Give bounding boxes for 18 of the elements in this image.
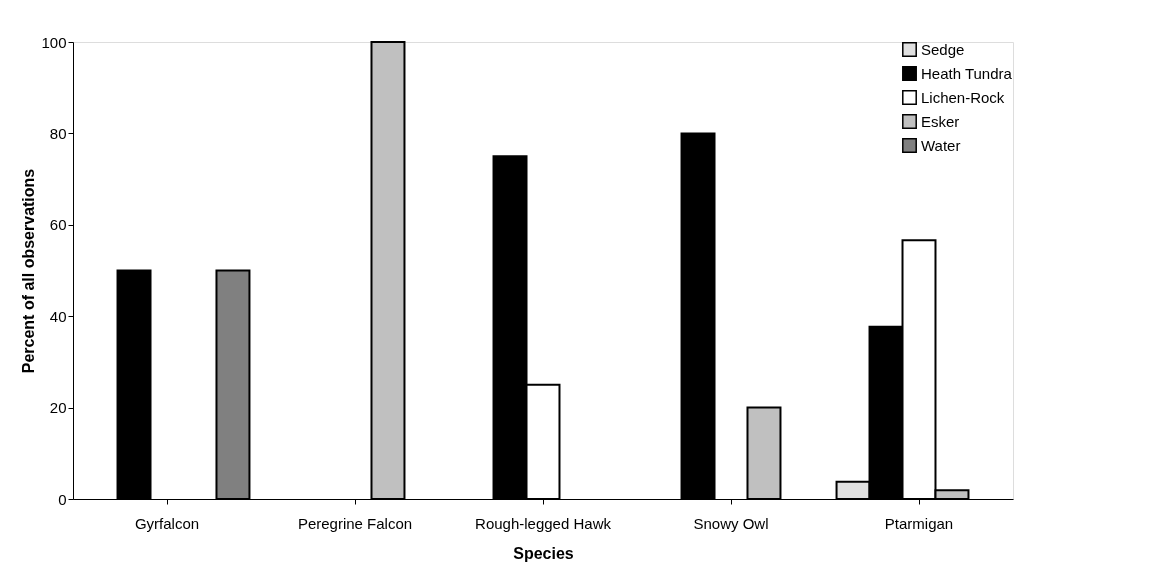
y-tick-label: 80 bbox=[49, 124, 67, 142]
x-tick-label: Gyrfalcon bbox=[134, 514, 200, 532]
y-axis-title: Percent of all observations bbox=[20, 168, 38, 374]
legend-label: Sedge bbox=[921, 40, 965, 58]
x-tick-label: Peregrine Falcon bbox=[297, 514, 413, 532]
legend-label: Heath Tundra bbox=[921, 64, 1013, 82]
y-tick-label: 60 bbox=[49, 216, 67, 234]
legend-label: Water bbox=[921, 136, 961, 154]
x-axis-title: Species bbox=[513, 544, 574, 562]
y-tick-label: 40 bbox=[49, 307, 67, 325]
y-tick-label: 20 bbox=[49, 399, 67, 417]
legend-label: Lichen-Rock bbox=[921, 88, 1005, 106]
y-tick-label: 0 bbox=[58, 490, 67, 508]
x-tick-label: Ptarmigan bbox=[884, 514, 954, 532]
y-tick-label: 100 bbox=[41, 33, 67, 51]
x-tick-label: Snowy Owl bbox=[693, 514, 769, 532]
x-tick-label: Rough-legged Hawk bbox=[475, 514, 612, 532]
legend-label: Esker bbox=[921, 112, 960, 130]
